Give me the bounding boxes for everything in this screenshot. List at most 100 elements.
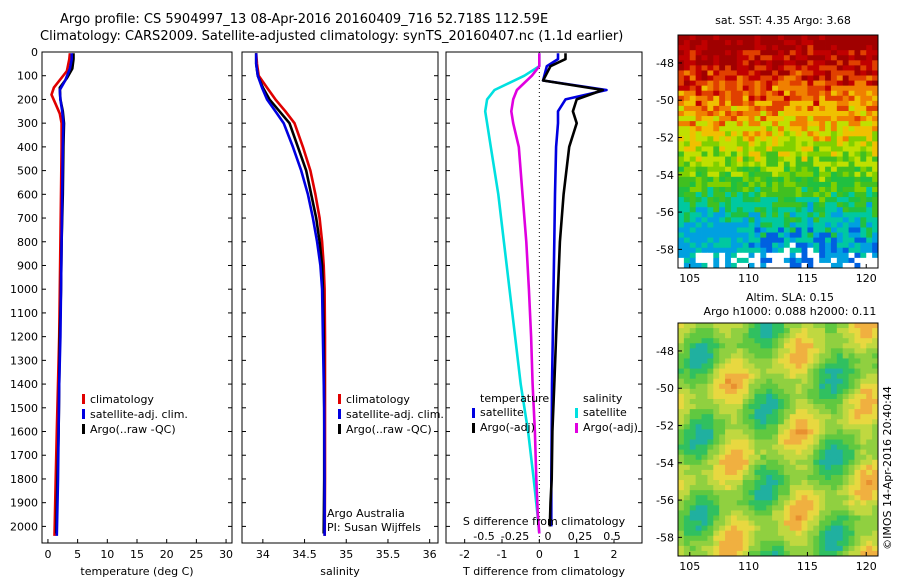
map-cell	[866, 490, 873, 496]
map-cell	[707, 469, 714, 476]
map-cell	[789, 393, 797, 400]
map-cell	[683, 328, 691, 334]
map-cell	[789, 495, 797, 501]
map-cell	[807, 515, 814, 521]
map-cell	[789, 439, 797, 445]
map-cell	[848, 429, 855, 435]
map-cell	[678, 323, 685, 329]
map-cell	[695, 60, 702, 66]
map-cell	[742, 373, 749, 380]
map-cell	[754, 75, 761, 81]
map-cell	[813, 495, 820, 501]
map-cell	[748, 70, 755, 76]
map-cell	[754, 237, 761, 244]
map-cell	[701, 505, 708, 511]
map-cell	[707, 65, 714, 71]
map-cell	[795, 171, 802, 178]
map-cell	[860, 535, 867, 542]
map-cell	[830, 500, 838, 506]
map-cell	[772, 70, 779, 76]
map-cell	[683, 510, 691, 516]
map-cell	[813, 333, 820, 339]
map-cell	[801, 328, 808, 334]
map-cell	[795, 80, 802, 87]
map-cell	[689, 398, 697, 405]
map-cell	[713, 146, 720, 152]
map-cell	[742, 85, 749, 92]
map-cell	[742, 505, 749, 511]
map-cell	[860, 434, 867, 440]
map-cell	[819, 181, 826, 188]
map-cell	[830, 156, 838, 163]
map-cell	[872, 363, 879, 369]
map-cell	[772, 449, 779, 456]
map-cell	[766, 110, 773, 117]
map-cell	[778, 197, 785, 203]
map-cell	[830, 40, 838, 46]
map-cell	[730, 449, 738, 456]
map-cell	[807, 176, 814, 183]
map-cell	[789, 110, 797, 117]
map-cell	[683, 378, 691, 385]
map-cell	[819, 121, 826, 127]
map-cell	[707, 358, 714, 364]
map-cell	[866, 197, 873, 203]
map-cell	[854, 429, 861, 435]
map-cell	[795, 257, 802, 264]
map-cell	[854, 328, 861, 334]
map-cell	[678, 363, 685, 369]
map-cell	[689, 530, 697, 537]
series-line	[254, 53, 326, 534]
map-cell	[678, 90, 685, 97]
map-cell	[742, 136, 749, 142]
map-cell	[695, 176, 702, 183]
map-cell	[807, 80, 814, 87]
map-cell	[766, 85, 773, 92]
map-cell	[789, 464, 797, 471]
map-cell	[725, 388, 732, 395]
map-cell	[830, 515, 838, 521]
map-cell	[866, 525, 873, 532]
map-cell	[842, 171, 849, 178]
map-cell	[836, 393, 844, 400]
map-cell	[689, 464, 697, 471]
map-cell	[707, 363, 714, 369]
x-tick-label: 35	[339, 548, 353, 561]
map-cell	[830, 419, 838, 425]
y-tick-label: 1200	[10, 331, 38, 344]
map-cell	[683, 232, 691, 239]
map-cell	[742, 131, 749, 137]
map-cell	[748, 197, 755, 203]
map-cell	[730, 232, 738, 239]
map-cell	[807, 121, 814, 127]
map-cell	[854, 333, 861, 339]
map-cell	[854, 197, 861, 203]
map-cell	[683, 373, 691, 380]
map-cell	[795, 398, 802, 405]
y-tick-label: 400	[17, 141, 38, 154]
map-cell	[678, 45, 685, 51]
map-cell	[825, 121, 832, 127]
map-cell	[772, 464, 779, 471]
map-cell	[872, 469, 879, 476]
map-cell	[760, 500, 767, 506]
map-cell	[866, 338, 873, 344]
map-cell	[789, 126, 797, 132]
map-cell	[783, 80, 791, 87]
map-cell	[813, 398, 820, 405]
map-cell	[736, 495, 744, 501]
map-cell	[807, 126, 814, 132]
map-cell	[795, 550, 802, 557]
map-cell	[807, 525, 814, 532]
map-cell	[742, 60, 749, 66]
map-cell	[772, 490, 779, 496]
map-cell	[813, 45, 820, 51]
map-cell	[819, 500, 826, 506]
map-cell	[719, 202, 726, 208]
map-cell	[819, 323, 826, 329]
map-cell	[819, 439, 826, 445]
map-cell	[748, 449, 755, 456]
map-cell	[701, 393, 708, 400]
map-cell	[742, 404, 749, 410]
map-cell	[789, 257, 797, 264]
